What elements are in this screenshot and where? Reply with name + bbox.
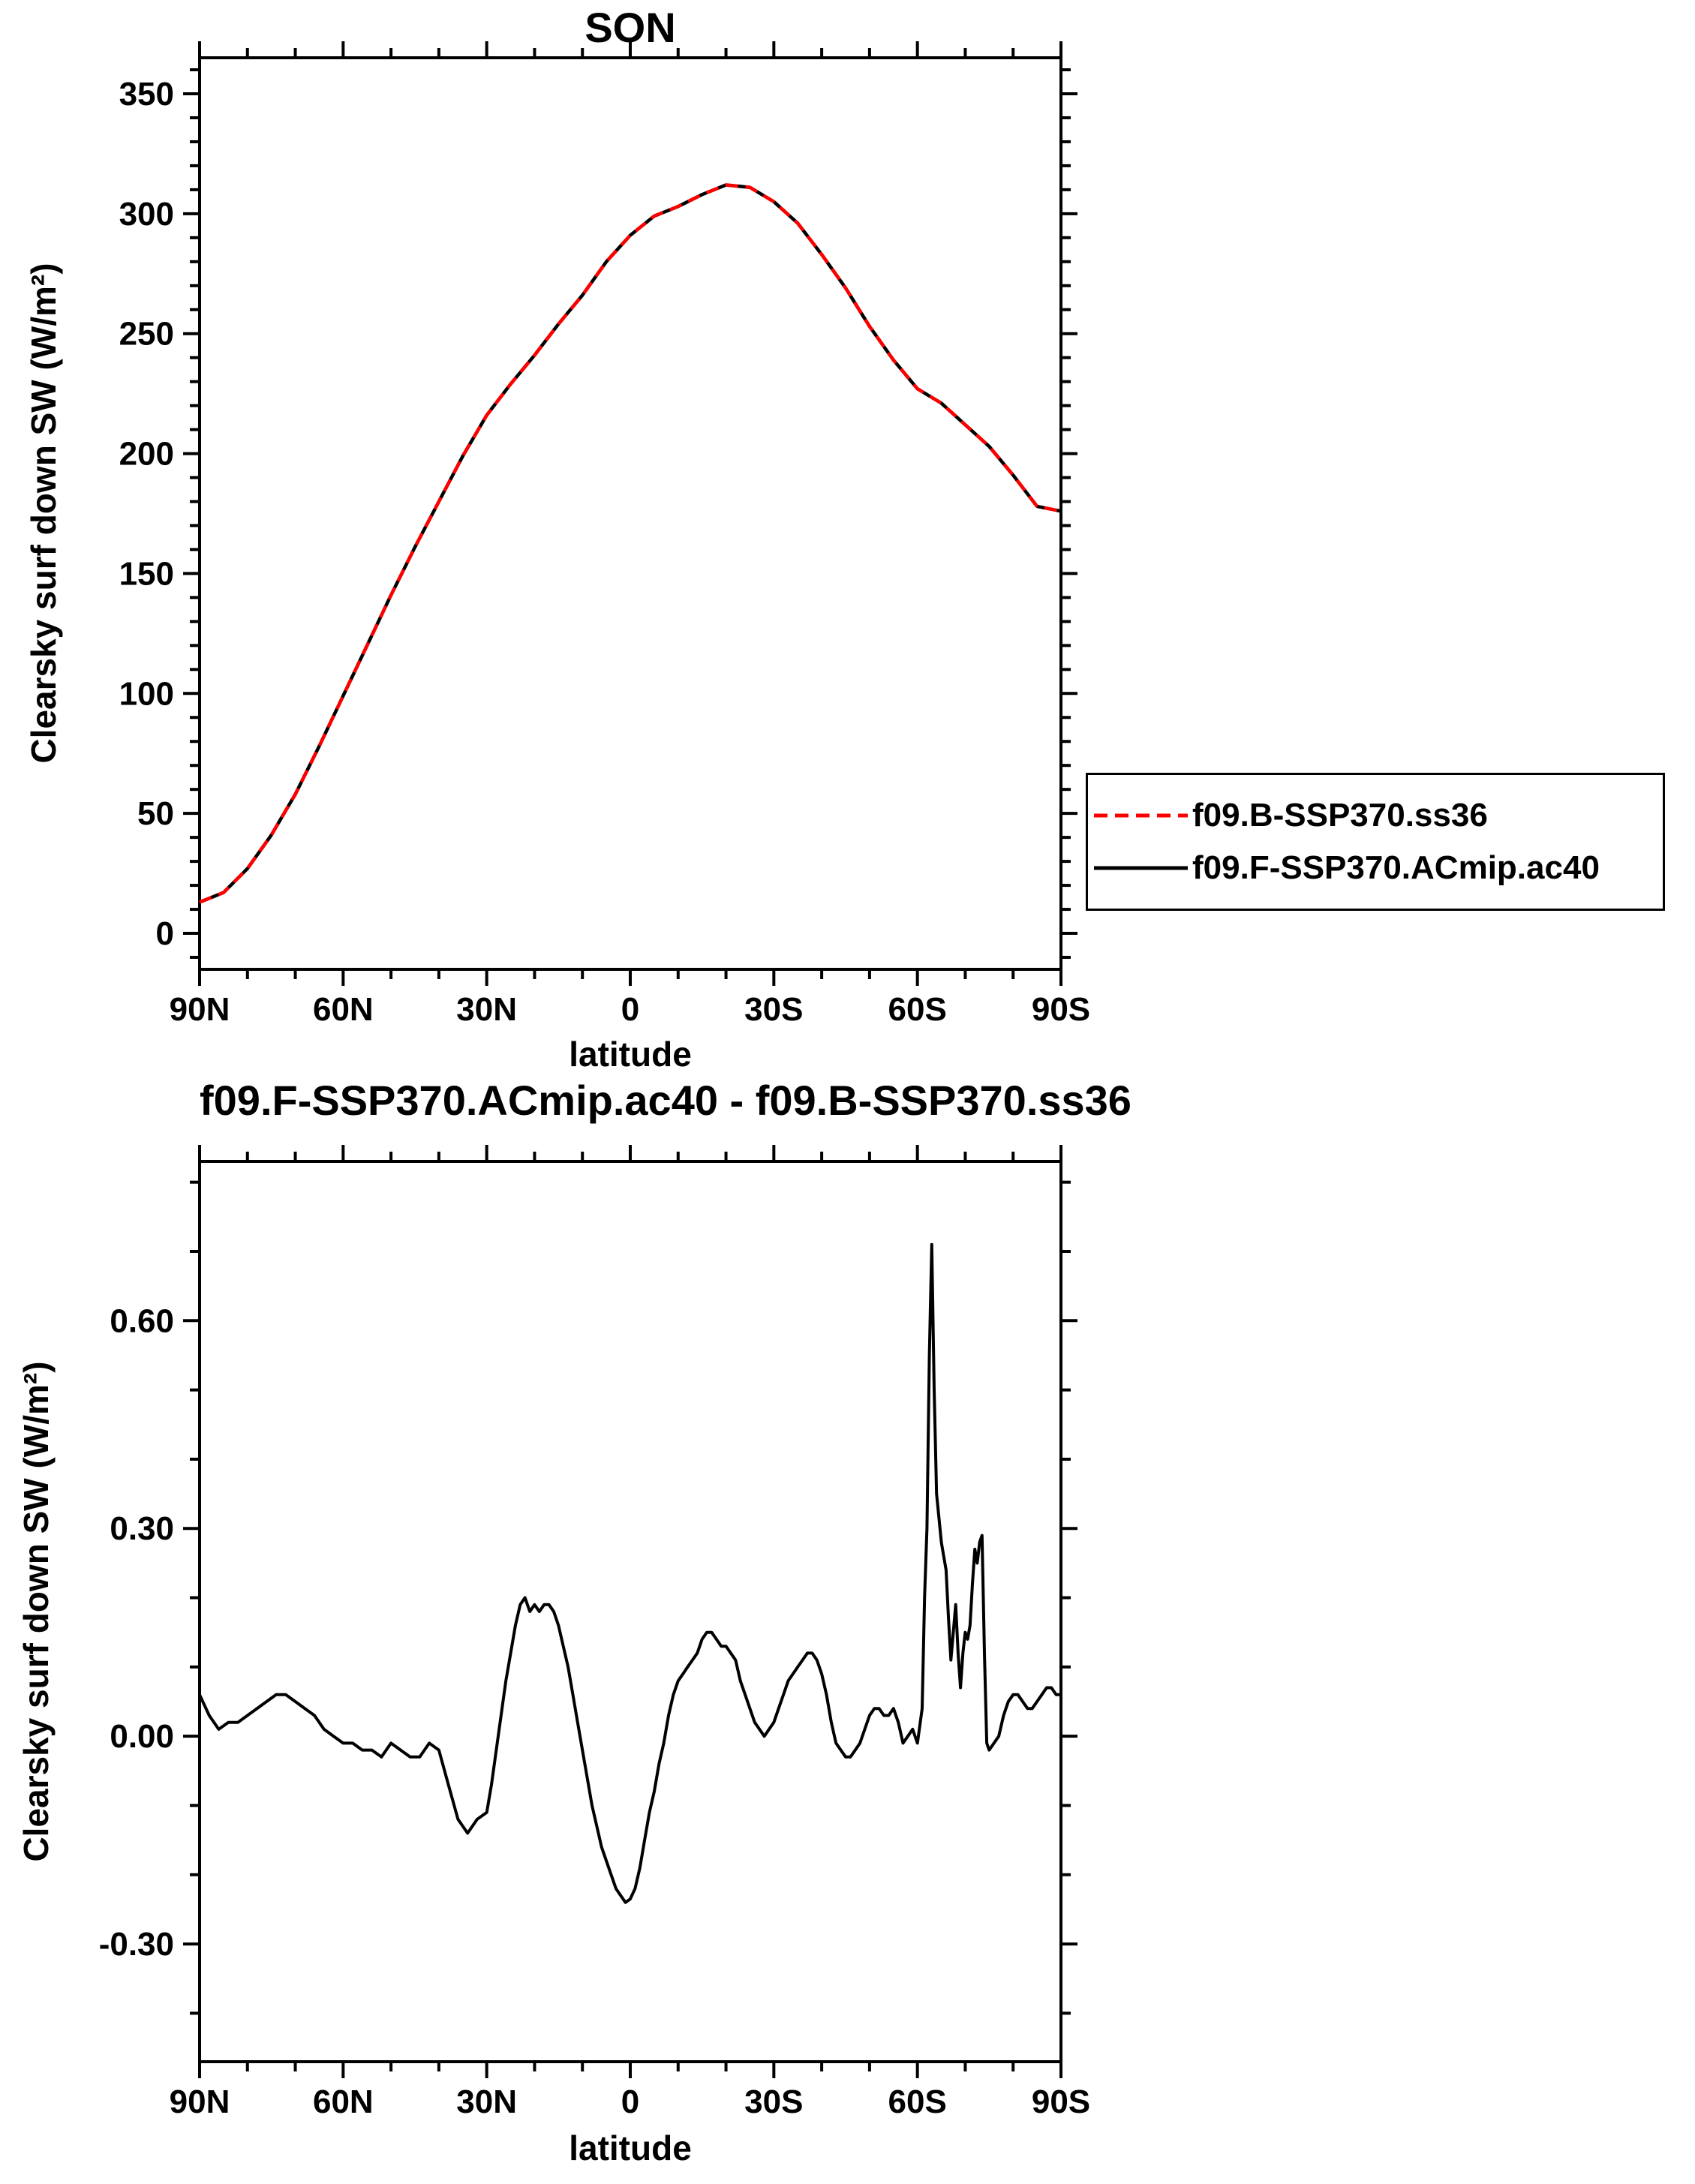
y-tick-label: -0.30 (99, 1926, 174, 1963)
legend-entry-ss36: f09.B-SSP370.ss36 (1094, 797, 1663, 834)
x-tick-label: 30N (456, 2083, 517, 2120)
tick-labels: 90N 60N 30N 0 30S 60S 90S 0 50 100 150 200 250 300 350 (119, 76, 1091, 1028)
x-tick-label: 60N (313, 991, 374, 1028)
x-tick-label: 30N (456, 991, 517, 1028)
bottom-chart-x-axis-label: latitude (569, 2128, 692, 2167)
red-dashed-line-sample (1094, 813, 1188, 818)
x-tick-label: 90N (170, 991, 230, 1028)
legend-box: f09.B-SSP370.ss36 f09.F-SSP370.ACmip.ac4… (1086, 773, 1665, 911)
y-tick-label: 0.30 (110, 1510, 174, 1547)
y-tick-label: 300 (119, 196, 174, 233)
top-chart-clearsky-sw: 90N 60N 30N 0 30S 60S 90S 0 50 100 150 200 250 300 350 (119, 41, 1091, 1028)
x-tick-label: 60N (313, 2083, 374, 2120)
series-line-1 (199, 183, 1062, 904)
bottom-chart-y-axis-label: Clearsky surf down SW (W/m²) (17, 1361, 56, 1862)
bottom-chart-difference: 90N 60N 30N 0 30S 60S 90S -0.30 0.00 0.30 0.60 (99, 1145, 1090, 2120)
x-tick-label: 90N (170, 2083, 230, 2120)
series-line-0 (199, 183, 1062, 904)
top-chart-x-axis-label: latitude (569, 1035, 692, 1074)
y-tick-label: 200 (119, 436, 174, 473)
legend-label-ac40: f09.F-SSP370.ACmip.ac40 (1192, 849, 1600, 886)
bottom-chart-title: f09.F-SSP370.ACmip.ac40 - f09.B-SSP370.s… (200, 1077, 1132, 1124)
x-tick-label: 90S (1032, 991, 1090, 1028)
y-tick-label: 150 (119, 555, 174, 592)
y-tick-label: 0.00 (110, 1718, 174, 1755)
tick-labels: 90N 60N 30N 0 30S 60S 90S -0.30 0.00 0.30 0.60 (99, 1302, 1090, 2120)
x-tick-label: 0 (621, 991, 639, 1028)
legend-label-ss36: f09.B-SSP370.ss36 (1192, 797, 1488, 834)
y-tick-label: 350 (119, 76, 174, 113)
x-tick-label: 0 (621, 2083, 639, 2120)
axis-ticks (183, 1145, 1077, 2078)
plot-frame (198, 56, 1062, 971)
legend-entry-ac40: f09.F-SSP370.ACmip.ac40 (1094, 849, 1663, 887)
x-tick-label: 30S (744, 2083, 803, 2120)
axis-ticks (183, 41, 1077, 986)
black-solid-line-sample (1094, 866, 1188, 870)
series-line-0 (198, 1242, 1061, 1904)
top-chart-y-axis-label: Clearsky surf down SW (W/m²) (24, 263, 63, 764)
y-tick-label: 50 (137, 795, 174, 832)
top-chart-title: SON (585, 4, 676, 51)
y-tick-label: 0.60 (110, 1302, 174, 1339)
y-tick-label: 100 (119, 675, 174, 712)
y-tick-label: 250 (119, 316, 174, 353)
x-tick-label: 90S (1032, 2083, 1090, 2120)
x-tick-label: 30S (744, 991, 803, 1028)
x-tick-label: 60S (888, 2083, 947, 2120)
y-tick-label: 0 (156, 915, 174, 952)
x-tick-label: 60S (888, 991, 947, 1028)
